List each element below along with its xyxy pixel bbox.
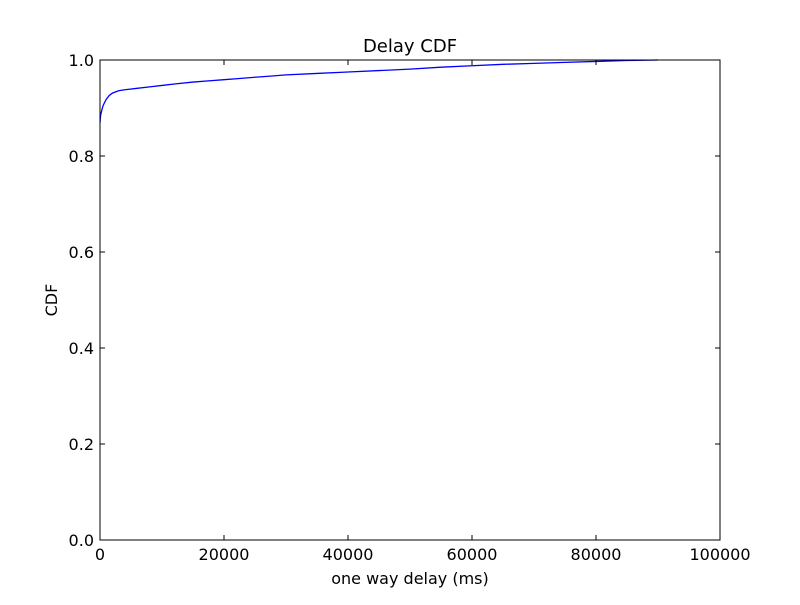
y-axis-label: CDF xyxy=(42,284,61,317)
x-tick-label: 100000 xyxy=(689,545,750,564)
y-tick-label: 0.8 xyxy=(69,147,94,166)
y-tick-label: 0.2 xyxy=(69,435,94,454)
y-tick-label: 0.0 xyxy=(69,531,94,550)
y-tick-label: 1.0 xyxy=(69,51,94,70)
x-axis-label: one way delay (ms) xyxy=(331,569,489,588)
y-tick-label: 0.6 xyxy=(69,243,94,262)
chart-title: Delay CDF xyxy=(363,36,457,57)
plot-frame xyxy=(99,59,721,541)
cdf-series-line-0 xyxy=(99,59,659,123)
x-tick-label: 60000 xyxy=(447,545,498,564)
x-tick-label: 0 xyxy=(95,545,105,564)
x-tick-label: 40000 xyxy=(323,545,374,564)
y-tick-label: 0.4 xyxy=(69,339,94,358)
x-tick-label: 80000 xyxy=(571,545,622,564)
x-tick-label: 20000 xyxy=(199,545,250,564)
